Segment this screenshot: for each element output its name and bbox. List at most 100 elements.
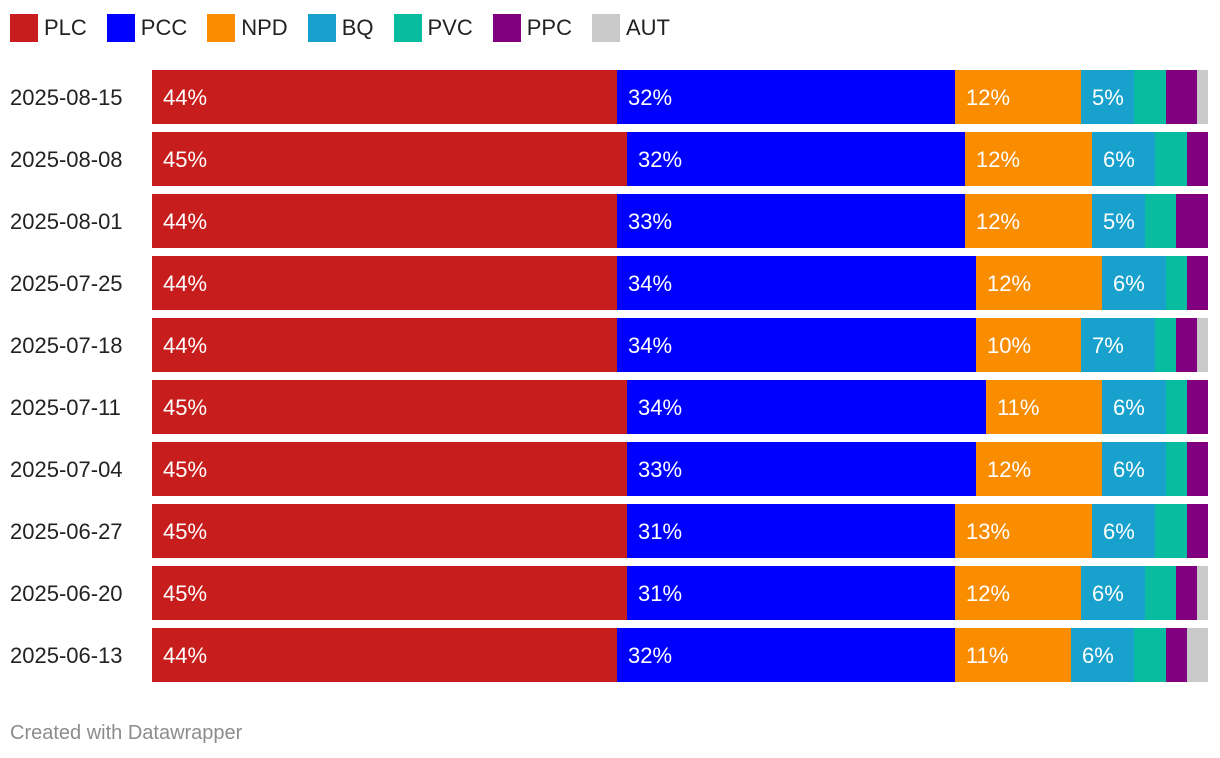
bar-segment-plc xyxy=(152,132,627,186)
data-label: 31% xyxy=(638,581,682,606)
row-label: 2025-08-15 xyxy=(10,85,123,110)
bar-segment-bq xyxy=(1092,194,1145,248)
bar-segment-bq xyxy=(1102,256,1166,310)
bar-segment-npd xyxy=(976,442,1102,496)
data-label: 32% xyxy=(628,85,672,110)
data-label: 45% xyxy=(163,457,207,482)
data-label: 12% xyxy=(987,457,1031,482)
bar-segment-pcc xyxy=(627,380,986,434)
row-label: 2025-07-25 xyxy=(10,271,123,296)
bar-segment-ppc xyxy=(1187,442,1208,496)
legend-item-ppc: PPC xyxy=(492,14,572,42)
data-label: 6% xyxy=(1103,519,1135,544)
legend-swatch xyxy=(592,14,620,42)
bar-segment-bq xyxy=(1092,504,1155,558)
stacked-bar-chart: 2025-08-15 44% 32% 12% 5% 2025-08-08 45% 32% 12%… xyxy=(10,70,1208,682)
data-label: 34% xyxy=(628,333,672,358)
legend-item-npd: NPD xyxy=(207,14,288,42)
data-label: 12% xyxy=(976,147,1020,172)
legend-label: PVC xyxy=(427,15,473,40)
bar-segment-pvc xyxy=(1145,566,1176,620)
bar-segment-npd xyxy=(955,628,1071,682)
bar-segment-npd xyxy=(965,132,1092,186)
bar-segment-npd xyxy=(955,504,1092,558)
bar-segment-pcc xyxy=(617,256,976,310)
bar-segment-pvc xyxy=(1166,442,1187,496)
bar-segment-bq xyxy=(1081,566,1145,620)
legend-label: PCC xyxy=(140,15,188,40)
row-label: 2025-07-11 xyxy=(10,395,121,420)
bar-segment-bq xyxy=(1092,132,1155,186)
bar-segment-aut xyxy=(1197,70,1208,124)
data-label: 32% xyxy=(628,643,672,668)
data-label: 10% xyxy=(987,333,1031,358)
legend-item-plc: PLC xyxy=(10,14,87,42)
bar-segment-pvc xyxy=(1166,380,1187,434)
bar-segment-pcc xyxy=(617,194,965,248)
bar-segment-ppc xyxy=(1176,194,1208,248)
data-label: 44% xyxy=(163,209,207,234)
bar-segment-npd xyxy=(976,256,1102,310)
bar-segment-aut xyxy=(1197,318,1208,372)
bar-segment-ppc xyxy=(1176,318,1197,372)
data-label: 44% xyxy=(163,85,207,110)
bar-segment-aut xyxy=(1187,628,1208,682)
data-label: 33% xyxy=(628,209,672,234)
bar-segment-pvc xyxy=(1155,132,1187,186)
legend-swatch xyxy=(492,14,521,42)
data-label: 7% xyxy=(1092,333,1124,358)
legend-swatch xyxy=(207,14,236,42)
bar-segment-pcc xyxy=(617,318,976,372)
bar-segment-pcc xyxy=(617,628,955,682)
data-label: 6% xyxy=(1113,271,1145,296)
data-label: 45% xyxy=(163,581,207,606)
bar-segment-pcc xyxy=(627,132,965,186)
legend: PLC PCC NPD BQ PVC PPC AUT xyxy=(10,13,690,43)
legend-label: BQ xyxy=(341,15,374,40)
bar-segment-ppc xyxy=(1187,132,1208,186)
data-label: 44% xyxy=(163,271,207,296)
bar-segment-pvc xyxy=(1134,628,1166,682)
bar-segment-pcc xyxy=(627,504,955,558)
legend-swatch xyxy=(106,14,135,42)
bar-segment-bq xyxy=(1081,318,1155,372)
data-label: 5% xyxy=(1092,85,1124,110)
bar-segment-plc xyxy=(152,318,617,372)
bar-segment-pvc xyxy=(1166,256,1187,310)
data-label: 6% xyxy=(1113,457,1145,482)
data-label: 6% xyxy=(1092,581,1124,606)
data-label: 45% xyxy=(163,147,207,172)
data-label: 11% xyxy=(997,395,1039,420)
bar-segment-pcc xyxy=(627,566,955,620)
bar-segment-plc xyxy=(152,256,617,310)
footer-credit: Created with Datawrapper xyxy=(10,722,243,744)
data-label: 33% xyxy=(638,457,682,482)
data-label: 6% xyxy=(1113,395,1145,420)
bar-segment-bq xyxy=(1102,442,1166,496)
bar-segment-npd xyxy=(986,380,1102,434)
bar-segment-ppc xyxy=(1187,380,1208,434)
data-label: 12% xyxy=(987,271,1031,296)
bar-segment-pvc xyxy=(1145,194,1176,248)
bar-segment-pcc xyxy=(617,70,955,124)
bar-segment-plc xyxy=(152,380,627,434)
bar-segment-aut xyxy=(1197,566,1208,620)
bar-segment-plc xyxy=(152,442,627,496)
data-label: 11% xyxy=(966,643,1008,668)
data-label: 13% xyxy=(966,519,1010,544)
legend-label: AUT xyxy=(626,15,670,40)
bar-segment-pvc xyxy=(1155,504,1187,558)
bar-segment-npd xyxy=(955,70,1081,124)
bar-segment-plc xyxy=(152,70,617,124)
data-label: 6% xyxy=(1103,147,1135,172)
legend-item-pcc: PCC xyxy=(106,14,188,42)
data-label: 5% xyxy=(1103,209,1135,234)
bar-segment-plc xyxy=(152,504,627,558)
legend-label: PPC xyxy=(526,15,572,40)
data-label: 12% xyxy=(966,581,1010,606)
bar-segment-pvc xyxy=(1155,318,1176,372)
bar-segment-npd xyxy=(955,566,1081,620)
data-label: 6% xyxy=(1082,643,1114,668)
row-label: 2025-07-04 xyxy=(10,457,123,482)
legend-label: NPD xyxy=(241,15,288,40)
